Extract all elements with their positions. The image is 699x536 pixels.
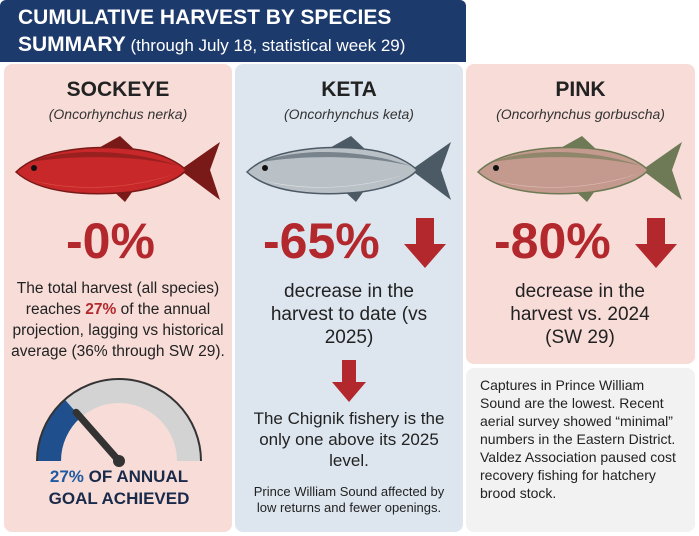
fish-fin <box>95 136 135 150</box>
fish-back <box>492 152 642 166</box>
body-text: decrease in the harvest to date (vs 2025… <box>270 281 428 348</box>
fish-illustration <box>245 136 451 202</box>
body-text: The total harvest (all species) reaches … <box>8 278 228 362</box>
body-text: decrease in the harvest vs. 2024 (SW 29) <box>510 281 650 348</box>
fish-eye <box>262 165 268 171</box>
fish-back <box>261 152 411 166</box>
species-latin: (Oncorhynchus keta) <box>284 106 414 122</box>
keta-panel: KETA (Oncorhynchus keta) -65% decrease i… <box>235 64 463 532</box>
change-value: -0% <box>66 213 155 269</box>
fish-illustration <box>14 136 220 202</box>
fish-back <box>30 152 180 166</box>
body-part: The total harvest (all species) reaches <box>16 280 220 318</box>
species-latin: (Oncorhynchus gorbuscha) <box>496 106 665 122</box>
note-panel: Captures in Prince William Sound are the… <box>466 368 695 532</box>
species-name: PINK <box>555 78 606 101</box>
fish-tail <box>180 142 220 200</box>
fish-tail <box>411 142 451 200</box>
note-text: Prince William Sound affected by low ret… <box>253 484 445 515</box>
gauge-outline <box>36 378 202 462</box>
body-highlight: 27% <box>85 301 117 318</box>
change-value: -80% <box>494 213 611 269</box>
fish-fin <box>326 136 366 150</box>
fish-tail <box>642 142 682 200</box>
note-text: Captures in Prince William Sound are the… <box>480 377 676 501</box>
body-part: of the annual projection, lagging vs his… <box>11 301 225 360</box>
fish-eye <box>493 165 499 171</box>
gauge-needle <box>72 408 123 465</box>
header-subtitle: (through July 18, statistical week 29) <box>130 36 406 55</box>
fish-eye <box>31 165 37 171</box>
species-latin: (Oncorhynchus nerka) <box>48 106 188 122</box>
header: CUMULATIVE HARVEST BY SPECIES SUMMARY (t… <box>0 0 466 62</box>
change-value: -65% <box>263 213 380 269</box>
down-arrow <box>332 360 366 402</box>
species-name: KETA <box>321 78 377 101</box>
pink-panel: PINK (Oncorhynchus gorbuscha) -80% decre… <box>466 64 695 364</box>
gauge-label: 27% <box>49 467 84 486</box>
species-name: SOCKEYE <box>66 78 170 101</box>
gauge <box>36 378 202 467</box>
gauge-text: OF ANNUAL GOAL ACHIEVED <box>48 467 190 508</box>
down-arrow <box>635 218 677 268</box>
fish-fin <box>557 136 597 150</box>
gauge-hub <box>113 455 125 467</box>
header-subtitle-bold: SUMMARY <box>18 33 126 56</box>
gauge-fill <box>37 399 82 462</box>
sockeye-panel: SOCKEYE (Oncorhynchus nerka) -0% The tot… <box>4 64 232 532</box>
fish-illustration <box>476 136 682 202</box>
gauge-caption: 27% OF ANNUAL GOAL ACHIEVED <box>34 466 204 510</box>
header-title: CUMULATIVE HARVEST BY SPECIES <box>18 6 392 29</box>
highlight-text: The Chignik fishery is the only one abov… <box>253 409 445 470</box>
down-arrow <box>404 218 446 268</box>
header-subtitle-line: SUMMARY (through July 18, statistical we… <box>18 33 405 57</box>
